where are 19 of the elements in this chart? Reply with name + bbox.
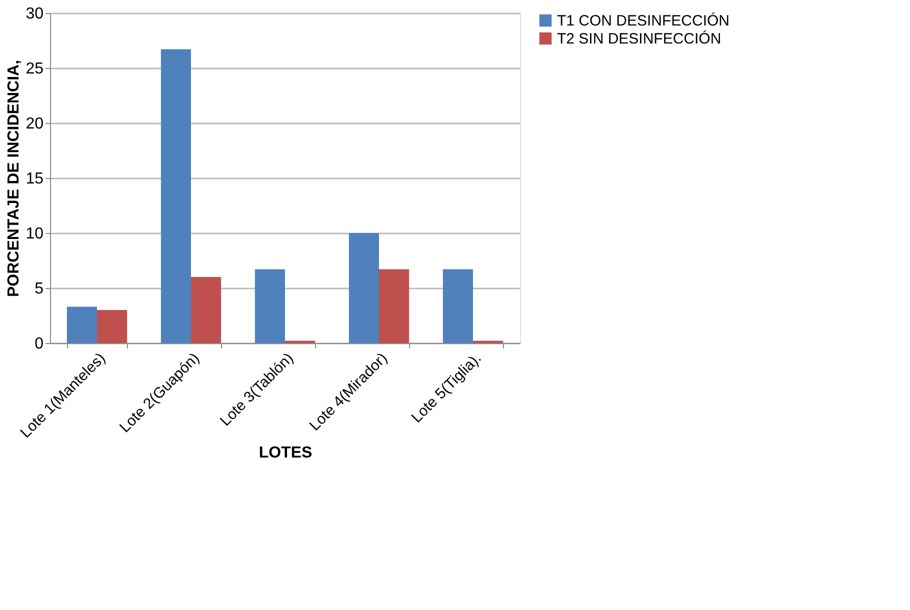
- y-tick-label: 5: [34, 280, 44, 298]
- legend-label: T1 CON DESINFECCIÓN: [557, 12, 730, 30]
- bar: [191, 277, 222, 343]
- y-tick-label: 20: [26, 116, 44, 132]
- bar: [442, 269, 473, 343]
- bar: [348, 233, 379, 343]
- bar: [97, 310, 128, 343]
- bar: [160, 49, 191, 343]
- y-tick-label: 15: [26, 170, 44, 188]
- y-tick-label: 10: [26, 226, 44, 242]
- bar: [379, 269, 410, 343]
- y-tick-label: 25: [26, 60, 44, 78]
- bar: [254, 269, 285, 343]
- legend-label: T2 SIN DESINFECCIÓN: [557, 30, 722, 48]
- x-axis-title: LOTES: [258, 444, 312, 462]
- y-axis-title: PORCENTAJE DE INCIDENCIA,: [6, 60, 23, 298]
- y-tick-label: 30: [26, 6, 44, 22]
- y-tick-label: 0: [34, 336, 44, 352]
- bar: [66, 306, 97, 343]
